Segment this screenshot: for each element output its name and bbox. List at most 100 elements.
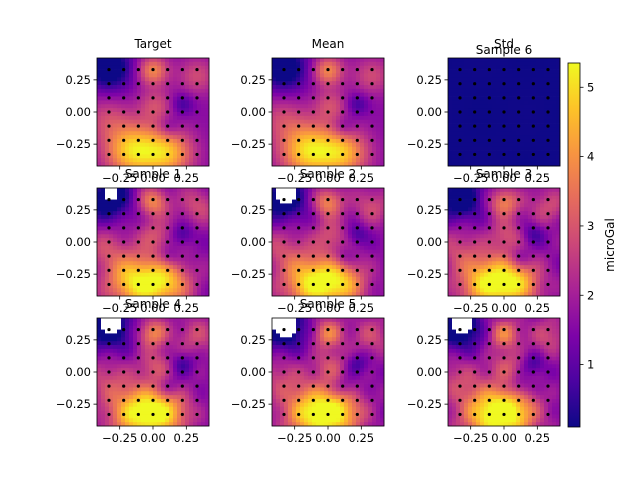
station-point — [107, 138, 111, 142]
heatmap-cell — [476, 77, 481, 82]
heatmap-cell — [149, 112, 154, 117]
heatmap-cell — [153, 188, 158, 193]
station-point — [370, 254, 374, 258]
heatmap-cell — [169, 276, 174, 281]
heatmap-cell — [308, 284, 313, 289]
heatmap-cell — [141, 154, 146, 159]
heatmap-cell — [117, 162, 122, 167]
heatmap-cell — [312, 65, 317, 70]
heatmap-cell — [472, 222, 477, 227]
heatmap-cell — [133, 119, 138, 124]
heatmap-cell — [336, 222, 341, 227]
heatmap-cell — [452, 215, 457, 220]
heatmap-cell — [336, 234, 341, 239]
heatmap-cell — [113, 238, 118, 243]
station-point — [151, 268, 155, 272]
heatmap-cell — [348, 253, 353, 258]
heatmap-cell — [161, 226, 166, 231]
heatmap-cell — [173, 77, 178, 82]
heatmap-cell — [352, 191, 357, 197]
heatmap-cell — [512, 288, 517, 293]
station-point — [311, 152, 315, 157]
heatmap-cell — [276, 96, 281, 101]
heatmap-cell — [145, 265, 150, 270]
heatmap-cell — [452, 280, 457, 285]
heatmap-cell — [141, 108, 146, 113]
heatmap-cell — [169, 100, 174, 105]
heatmap-cell — [272, 234, 277, 239]
heatmap-cell — [320, 238, 325, 243]
heatmap-cell — [177, 203, 182, 208]
heatmap-cell — [372, 85, 377, 90]
heatmap-cell — [288, 104, 293, 109]
heatmap-cell — [141, 88, 146, 94]
heatmap-cell — [292, 238, 297, 243]
heatmap-cell — [197, 276, 202, 281]
heatmap-cell — [348, 215, 353, 220]
heatmap-cell — [153, 108, 158, 113]
station-point — [107, 254, 111, 258]
heatmap-cell — [512, 96, 517, 101]
heatmap-cell — [380, 69, 385, 74]
heatmap-cell — [288, 142, 293, 148]
heatmap-cell — [484, 191, 489, 197]
heatmap-cell — [125, 158, 130, 163]
heatmap-cell — [504, 195, 509, 200]
heatmap-cell — [288, 88, 293, 94]
heatmap-cell — [460, 142, 465, 148]
heatmap-cell — [364, 81, 369, 86]
heatmap-cell — [528, 215, 533, 220]
heatmap-cell — [532, 195, 537, 200]
heatmap-cell — [532, 218, 537, 224]
heatmap-cell — [141, 238, 146, 243]
heatmap-cell — [508, 154, 513, 159]
heatmap-cell — [372, 211, 377, 216]
heatmap-cell — [360, 96, 365, 101]
heatmap-cell — [288, 253, 293, 258]
heatmap-cell — [364, 284, 369, 289]
heatmap-cell — [544, 58, 549, 63]
heatmap-cell — [145, 280, 150, 285]
heatmap-cell — [492, 218, 497, 224]
heatmap-cell — [137, 257, 142, 262]
heatmap-cell — [524, 211, 529, 216]
heatmap-cell — [508, 81, 513, 86]
heatmap-cell — [101, 288, 106, 293]
heatmap-cell — [161, 108, 166, 113]
heatmap-cell — [153, 92, 158, 97]
heatmap-cell — [496, 284, 501, 289]
heatmap-cell — [129, 284, 134, 289]
heatmap-cell — [352, 142, 357, 148]
heatmap-cell — [448, 131, 453, 136]
heatmap-cell — [129, 253, 134, 258]
panel-title: Sample 2 — [300, 167, 356, 181]
heatmap-cell — [101, 226, 106, 231]
heatmap-cell — [552, 238, 557, 243]
heatmap-cell — [201, 61, 206, 67]
heatmap-cell — [97, 226, 102, 231]
heatmap-cell — [364, 211, 369, 216]
heatmap-cell — [456, 96, 461, 101]
heatmap-cell — [272, 257, 277, 262]
heatmap-cell — [332, 162, 337, 167]
heatmap-cell — [376, 150, 381, 155]
heatmap-cell — [129, 257, 134, 262]
heatmap-cell — [540, 218, 545, 224]
heatmap-cell — [452, 211, 457, 216]
heatmap-cell — [456, 242, 461, 247]
heatmap-cell — [320, 158, 325, 163]
heatmap-cell — [476, 69, 481, 74]
heatmap-cell — [288, 139, 293, 144]
heatmap-cell — [189, 123, 194, 128]
heatmap-cell — [328, 119, 333, 124]
heatmap-cell — [272, 230, 277, 235]
heatmap-cell — [328, 135, 333, 140]
heatmap-cell — [109, 85, 114, 90]
heatmap-cell — [288, 73, 293, 78]
heatmap-cell — [328, 69, 333, 74]
heatmap-cell — [368, 195, 373, 200]
heatmap-cell — [380, 150, 385, 155]
heatmap-cell — [500, 288, 505, 293]
heatmap-cell — [336, 238, 341, 243]
heatmap-cell — [113, 150, 118, 155]
